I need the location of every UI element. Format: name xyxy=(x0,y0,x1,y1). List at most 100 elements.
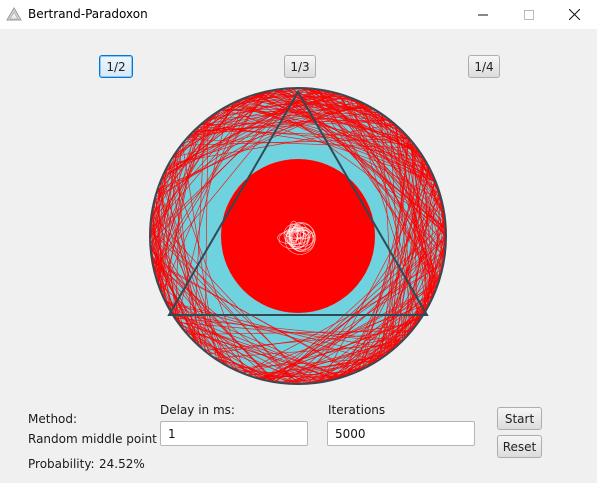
ratio-half-button[interactable]: 1/2 xyxy=(99,55,133,78)
center-loop xyxy=(285,229,315,239)
chord-line xyxy=(396,125,414,329)
delay-label: Delay in ms: xyxy=(160,403,235,417)
chord-line xyxy=(257,93,446,233)
chord-line xyxy=(150,101,238,233)
center-loop xyxy=(286,222,315,252)
chord-line xyxy=(156,98,244,194)
chord-line xyxy=(189,111,379,137)
minimize-icon xyxy=(478,14,488,15)
chord-line xyxy=(366,232,446,368)
chord-line xyxy=(395,194,441,347)
chord-line xyxy=(353,160,426,374)
chord-line xyxy=(242,264,444,374)
chord-line xyxy=(236,100,435,179)
center-loop xyxy=(277,231,310,245)
chord-line xyxy=(307,88,440,280)
chord-line xyxy=(403,179,436,340)
chord-line xyxy=(157,184,160,285)
chord-line xyxy=(409,138,434,298)
ratio-quarter-button[interactable]: 1/4 xyxy=(468,55,500,78)
maximize-icon xyxy=(524,9,534,20)
chord-line xyxy=(150,219,296,384)
chord-line xyxy=(414,144,446,219)
chord-line xyxy=(344,95,440,282)
chord-line xyxy=(259,354,386,380)
chord-line xyxy=(247,359,379,376)
chord-line xyxy=(358,158,425,372)
chord-line xyxy=(150,228,300,384)
chord-line xyxy=(362,147,417,370)
chord-line xyxy=(339,283,439,379)
chord-line xyxy=(273,89,436,181)
center-chord-loops xyxy=(277,220,316,255)
chord-line xyxy=(394,123,433,299)
chord-line xyxy=(157,151,177,285)
chord-line xyxy=(155,276,177,321)
chord-line xyxy=(260,342,401,380)
chord-line xyxy=(157,99,357,190)
chord-line xyxy=(162,109,221,176)
chord-line xyxy=(170,310,309,384)
chord-line xyxy=(415,242,446,326)
chord-line xyxy=(229,367,304,384)
chord-line xyxy=(151,140,186,259)
chord-line xyxy=(438,208,444,282)
delay-input[interactable] xyxy=(160,421,308,446)
chord-line xyxy=(284,249,446,384)
chord-line xyxy=(297,88,354,100)
chord-line xyxy=(154,92,336,198)
chord-line xyxy=(339,346,396,379)
chord-line xyxy=(346,306,429,376)
chord-line xyxy=(330,266,443,381)
chord-line xyxy=(174,317,403,342)
center-loop xyxy=(289,220,299,244)
method-label: Method: xyxy=(28,412,78,426)
chord-line xyxy=(213,357,304,384)
chord-line xyxy=(435,181,446,232)
chord-line xyxy=(161,96,248,294)
close-button[interactable] xyxy=(551,0,597,29)
chord-line xyxy=(355,99,434,177)
chord-line xyxy=(165,301,378,362)
chord-line xyxy=(245,97,411,141)
ratio-third-button[interactable]: 1/3 xyxy=(284,55,316,78)
chord-line xyxy=(168,162,246,375)
iterations-input[interactable] xyxy=(327,421,475,446)
circle-outline xyxy=(149,87,447,385)
chord-line xyxy=(177,322,402,343)
chord-line xyxy=(235,101,436,183)
chord-line xyxy=(261,255,445,380)
chord-line xyxy=(156,96,350,193)
chord-line xyxy=(335,92,446,232)
chord-line xyxy=(231,357,382,369)
chord-line xyxy=(381,312,425,359)
chord-line xyxy=(198,126,415,146)
chord-line xyxy=(375,109,443,203)
chord-line xyxy=(271,378,336,382)
chord-line xyxy=(274,238,446,383)
chord-line xyxy=(321,173,433,383)
center-loop xyxy=(291,226,314,251)
maximize-button[interactable] xyxy=(506,0,552,29)
center-loop xyxy=(284,227,309,239)
chord-line xyxy=(230,103,418,149)
minimize-button[interactable] xyxy=(460,0,506,29)
center-loop xyxy=(290,226,302,249)
chord-line xyxy=(163,298,264,381)
chord-line xyxy=(175,145,182,320)
chord-line xyxy=(150,227,163,295)
chord-line xyxy=(151,209,163,296)
chord-line xyxy=(157,281,274,383)
probability-value: 24.52% xyxy=(99,457,145,471)
close-icon xyxy=(568,9,580,20)
chord-line xyxy=(187,330,412,335)
start-button[interactable]: Start xyxy=(497,407,542,430)
chord-line xyxy=(253,94,356,100)
iterations-label: Iterations xyxy=(328,403,386,417)
inscribed-triangle xyxy=(167,90,429,316)
chord-line xyxy=(326,90,443,269)
triangle-app-icon xyxy=(6,7,22,21)
reset-button[interactable]: Reset xyxy=(497,435,542,458)
method-value: Random middle point xyxy=(28,432,157,446)
